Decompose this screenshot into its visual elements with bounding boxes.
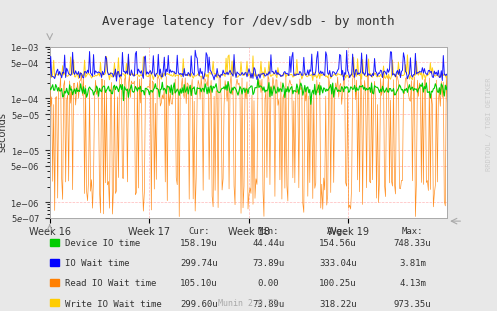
Text: 748.33u: 748.33u [394, 239, 431, 248]
Text: 0.00: 0.00 [257, 280, 279, 288]
Text: Avg:: Avg: [327, 227, 349, 236]
Text: 299.74u: 299.74u [180, 259, 218, 268]
Text: Device IO time: Device IO time [65, 239, 140, 248]
Text: 3.81m: 3.81m [399, 259, 426, 268]
Text: 973.35u: 973.35u [394, 300, 431, 309]
Text: 73.89u: 73.89u [252, 300, 284, 309]
Text: 44.44u: 44.44u [252, 239, 284, 248]
Text: 4.13m: 4.13m [399, 280, 426, 288]
Y-axis label: seconds: seconds [0, 112, 7, 152]
Text: 154.56u: 154.56u [319, 239, 357, 248]
Text: 73.89u: 73.89u [252, 259, 284, 268]
Text: 333.04u: 333.04u [319, 259, 357, 268]
Text: 299.60u: 299.60u [180, 300, 218, 309]
Text: Munin 2.0.73: Munin 2.0.73 [219, 299, 278, 308]
Text: Max:: Max: [402, 227, 423, 236]
Text: 318.22u: 318.22u [319, 300, 357, 309]
Text: 158.19u: 158.19u [180, 239, 218, 248]
Text: Min:: Min: [257, 227, 279, 236]
Text: IO Wait time: IO Wait time [65, 259, 129, 268]
Text: Average latency for /dev/sdb - by month: Average latency for /dev/sdb - by month [102, 15, 395, 28]
Text: Read IO Wait time: Read IO Wait time [65, 280, 156, 288]
Text: Cur:: Cur: [188, 227, 210, 236]
Text: RRDTOOL / TOBI OETIKER: RRDTOOL / TOBI OETIKER [486, 78, 492, 171]
Text: Write IO Wait time: Write IO Wait time [65, 300, 162, 309]
Text: 100.25u: 100.25u [319, 280, 357, 288]
Text: 105.10u: 105.10u [180, 280, 218, 288]
